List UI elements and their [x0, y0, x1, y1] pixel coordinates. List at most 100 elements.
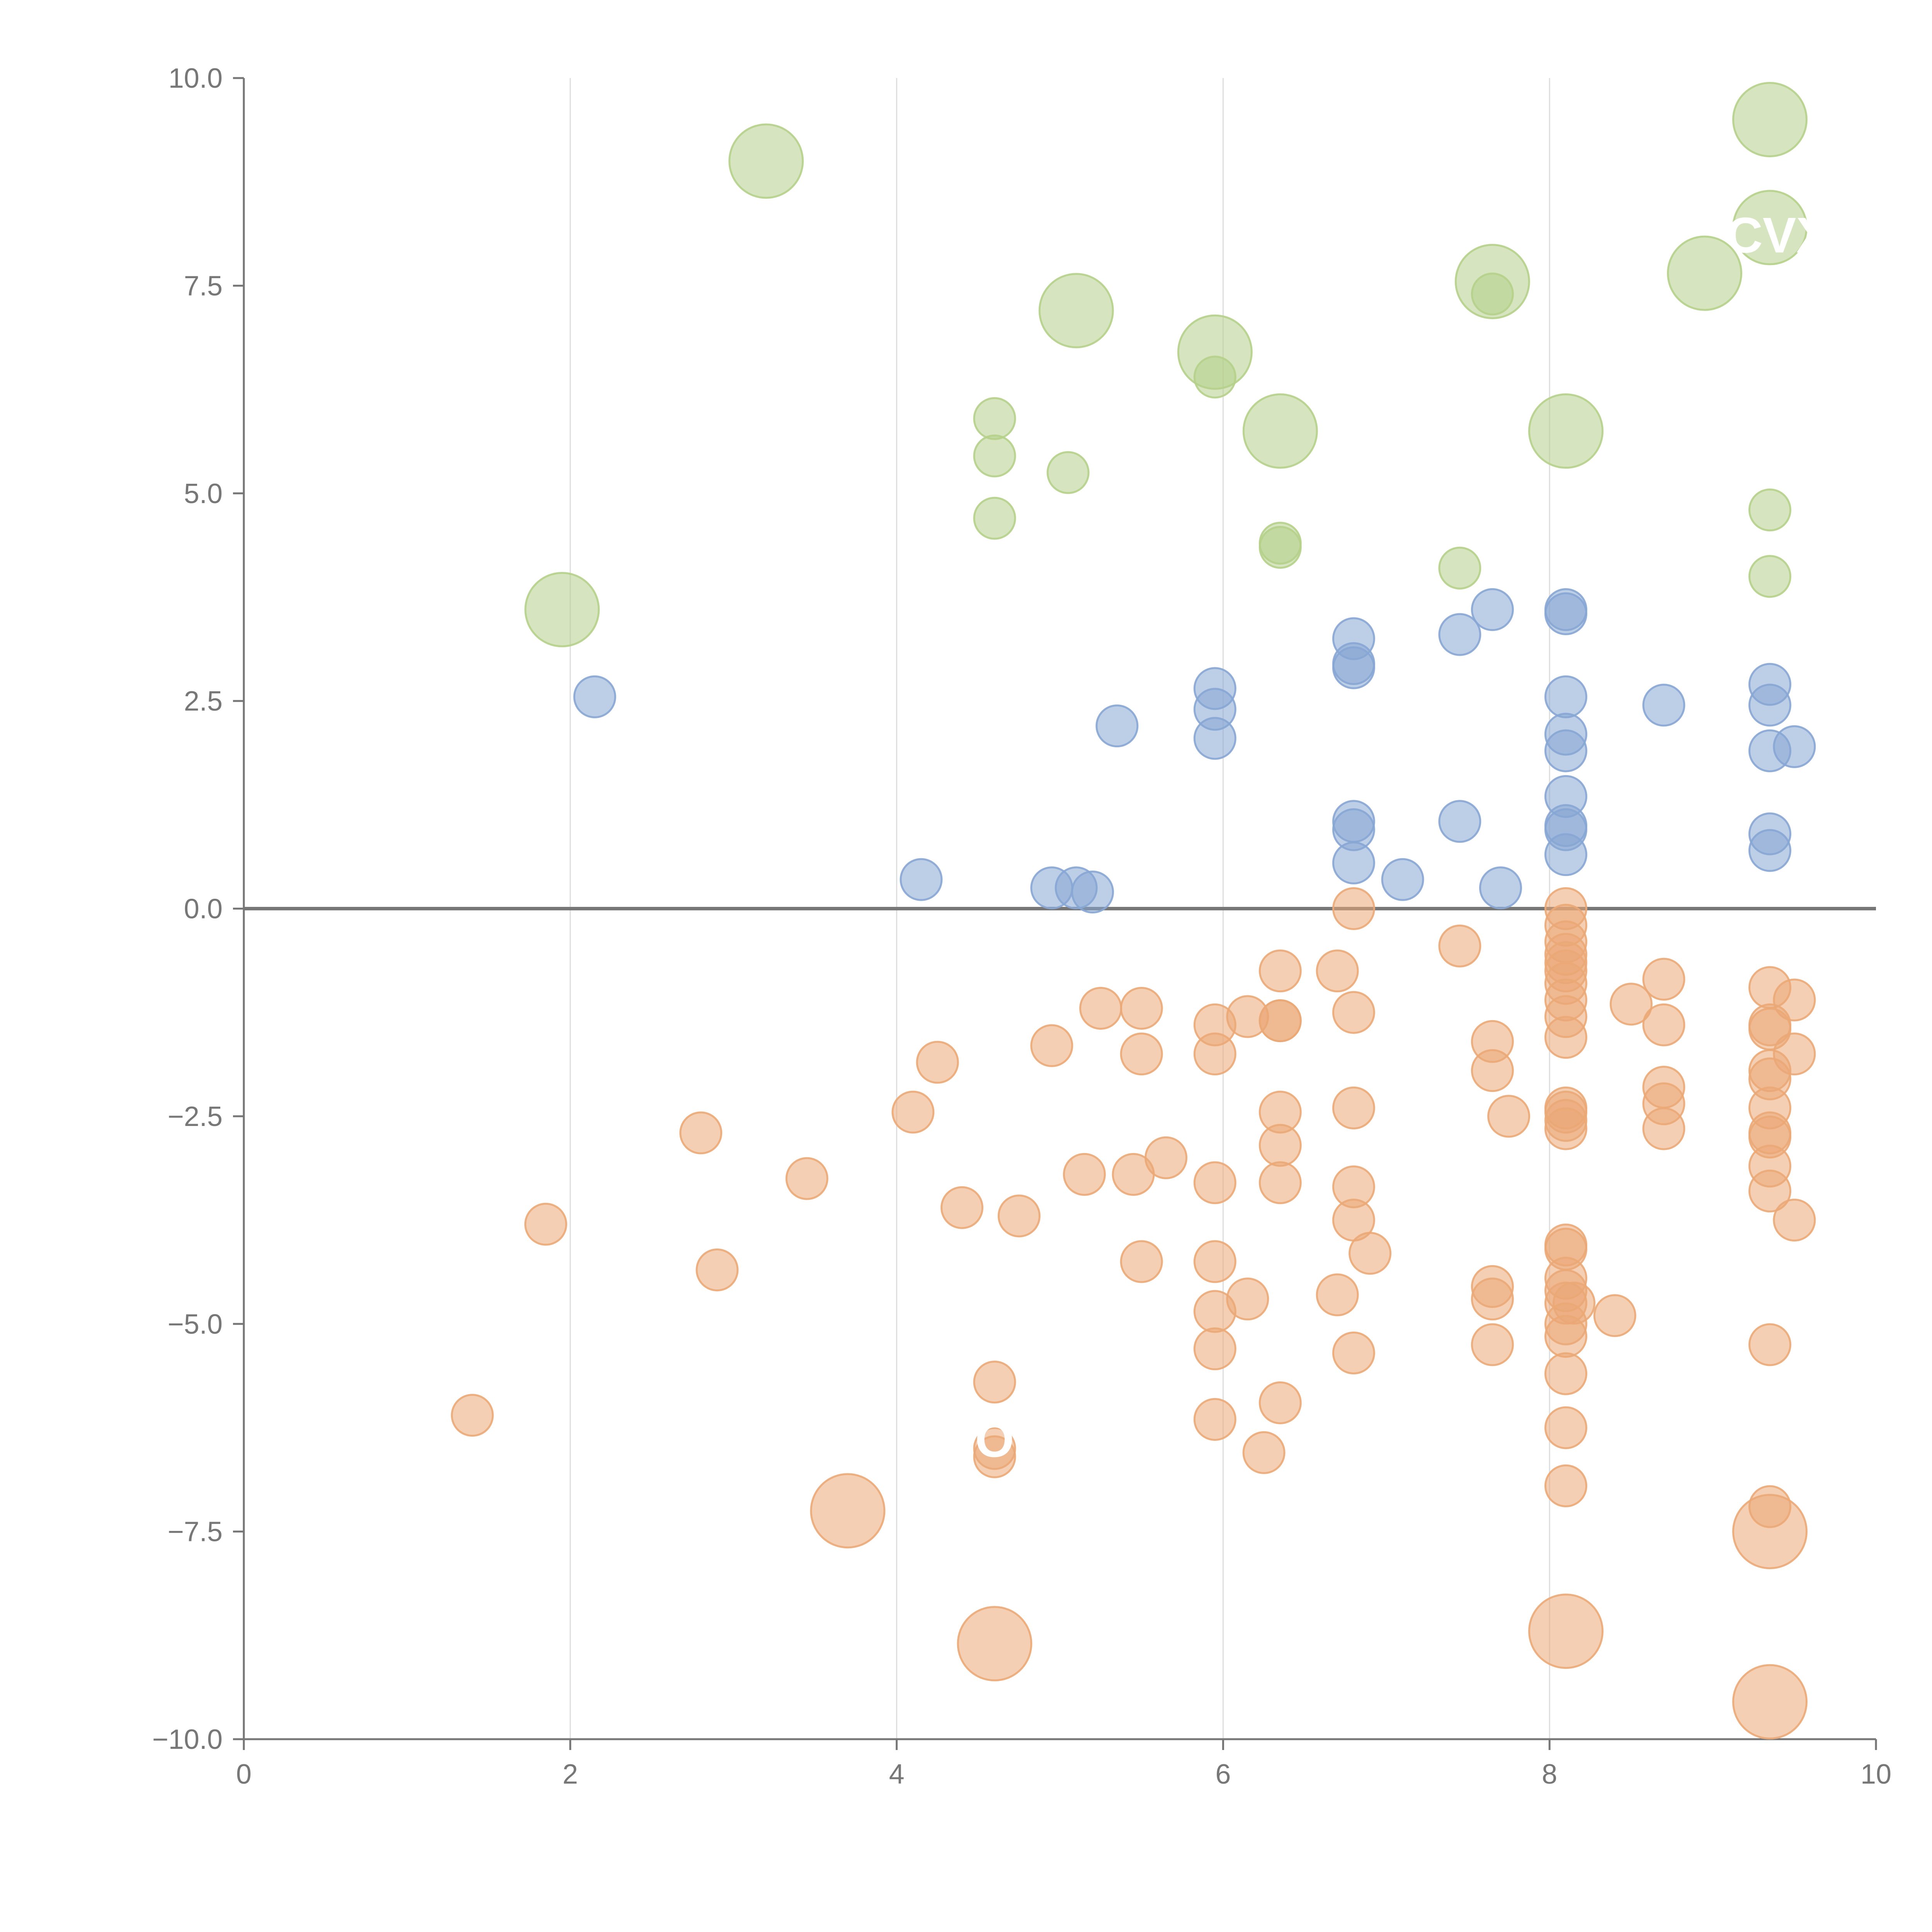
orange-data-point — [1544, 1406, 1587, 1449]
orange-data-point — [1316, 949, 1359, 993]
orange-data-point — [1544, 1315, 1587, 1358]
blue-data-point — [1095, 704, 1139, 748]
blue-data-point — [1544, 592, 1587, 635]
orange-data-point — [1438, 924, 1481, 968]
green-data-point — [1748, 555, 1791, 598]
blue-data-point — [1332, 841, 1375, 884]
y-tick-label: 2.5 — [184, 686, 223, 717]
orange-data-point — [1609, 983, 1653, 1026]
orange-data-point — [940, 1186, 984, 1229]
axes: 0 2 4 6 8 10 10.0 7.5 5.0 2.5 0.0 −2.5 −5.0 −7.5 −10.0 — [152, 63, 1891, 1790]
green-data-point — [1242, 393, 1318, 469]
orange-data-point — [785, 1157, 828, 1200]
orange-data-point — [1332, 887, 1375, 930]
orange-data-point — [1259, 1381, 1302, 1424]
orange-data-point — [1112, 1153, 1155, 1196]
blue-data-point — [1773, 725, 1816, 768]
orange-data-point — [1316, 1273, 1359, 1316]
orange-data-point — [1193, 1032, 1236, 1076]
orange-data-point — [973, 1435, 1016, 1478]
green-data-point — [728, 123, 804, 199]
orange-data-point — [1120, 1240, 1163, 1283]
orange-data-point — [1193, 1240, 1236, 1283]
green-data-point — [1732, 190, 1808, 265]
blue-data-point — [1544, 729, 1587, 772]
y-tick-label: −5.0 — [168, 1309, 223, 1340]
orange-data-point — [916, 1041, 959, 1084]
orange-data-point — [1642, 1003, 1685, 1046]
x-tick-label: 6 — [1215, 1759, 1231, 1790]
blue-data-point — [1748, 684, 1791, 727]
orange-data-point — [1242, 1431, 1286, 1474]
orange-data-point — [1773, 1199, 1816, 1242]
green-data-point — [1732, 82, 1808, 157]
orange-data-point — [1544, 1016, 1587, 1059]
green-data-point — [1259, 526, 1302, 569]
x-tick-label: 4 — [889, 1759, 905, 1790]
blue-data-point — [1438, 613, 1481, 656]
orange-data-point — [957, 1606, 1032, 1682]
orange-data-point — [1259, 999, 1302, 1043]
orange-data-point — [1332, 991, 1375, 1034]
blue-data-point — [1479, 866, 1522, 910]
blue-data-point — [1544, 675, 1587, 718]
orange-data-point — [1193, 1290, 1236, 1333]
blue-data-point — [1071, 871, 1114, 914]
green-data-point — [524, 572, 600, 648]
x-tick-label: 2 — [563, 1759, 578, 1790]
blue-data-point — [1471, 588, 1514, 631]
orange-data-point — [1030, 1024, 1073, 1067]
orange-data-point — [1193, 1398, 1236, 1441]
orange-data-point — [1259, 1124, 1302, 1167]
orange-data-point — [1732, 1664, 1808, 1740]
orange-data-point — [1332, 1331, 1375, 1374]
blue-data-point — [1332, 646, 1375, 689]
y-tick-label: −7.5 — [168, 1517, 223, 1548]
data-points — [451, 82, 1816, 1740]
green-data-point — [1046, 451, 1090, 494]
blue-data-point — [1381, 858, 1424, 901]
orange-data-point — [1471, 1277, 1514, 1321]
green-data-point — [973, 434, 1016, 478]
blue-data-point — [1193, 717, 1236, 760]
orange-data-point — [1528, 1594, 1604, 1669]
orange-data-point — [1471, 1323, 1514, 1366]
green-data-point — [1038, 273, 1114, 349]
orange-data-point — [1748, 1169, 1791, 1213]
orange-data-point — [1120, 986, 1163, 1030]
point-annotation-label: CVX — [1726, 207, 1830, 263]
x-tick-label: 8 — [1542, 1759, 1557, 1790]
y-tick-label: −10.0 — [152, 1724, 223, 1755]
y-tick-label: 5.0 — [184, 478, 223, 509]
blue-data-point — [1544, 833, 1587, 876]
orange-data-point — [1544, 1107, 1587, 1150]
orange-data-point — [679, 1111, 723, 1155]
orange-data-point — [696, 1248, 739, 1292]
orange-data-point — [1748, 1323, 1791, 1366]
orange-data-point — [1259, 1161, 1302, 1204]
orange-data-point — [1593, 1294, 1636, 1337]
green-data-point — [973, 497, 1016, 540]
blue-data-point — [573, 675, 616, 718]
orange-data-point — [1471, 1049, 1514, 1092]
orange-data-point — [997, 1194, 1041, 1238]
green-data-point — [1528, 393, 1604, 469]
orange-data-point — [1063, 1153, 1106, 1196]
y-tick-label: 10.0 — [168, 63, 223, 94]
orange-data-point — [1642, 957, 1685, 1001]
orange-data-point — [1544, 1352, 1587, 1395]
y-tick-label: 0.0 — [184, 894, 223, 925]
orange-data-point — [1120, 1032, 1163, 1076]
blue-data-point — [900, 858, 943, 901]
green-data-point — [1438, 546, 1481, 590]
orange-data-point — [451, 1394, 494, 1437]
orange-data-point — [810, 1473, 886, 1549]
x-tick-label: 0 — [236, 1759, 252, 1790]
green-data-point — [1471, 272, 1514, 316]
orange-data-point — [973, 1361, 1016, 1404]
orange-data-point — [524, 1202, 567, 1246]
orange-data-point — [1349, 1232, 1392, 1275]
orange-data-point — [1193, 1161, 1236, 1204]
x-tick-label: 10 — [1861, 1759, 1891, 1790]
